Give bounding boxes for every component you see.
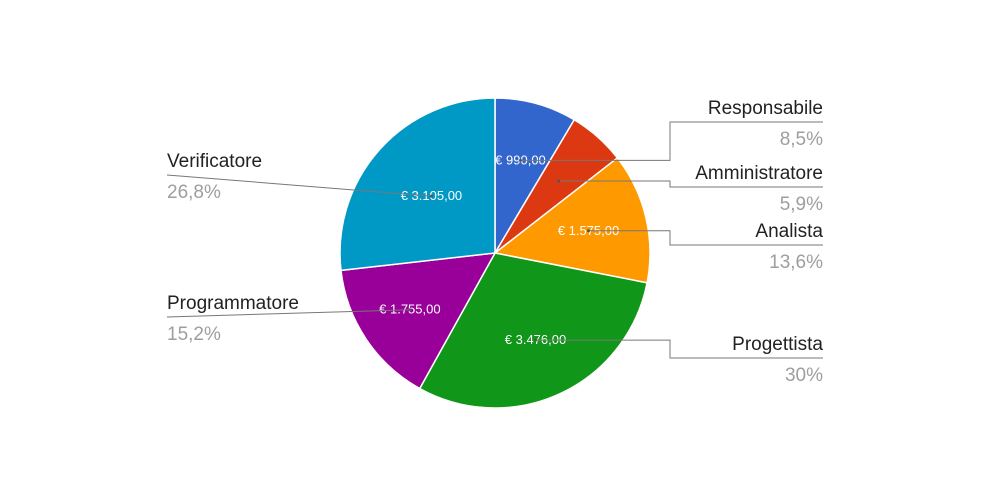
percent-label-analista: 13,6% — [769, 252, 823, 273]
leader-line-responsabile — [520, 121, 823, 161]
category-label-programmatore: Programmatore — [167, 293, 299, 314]
slices-layer — [339, 97, 651, 409]
pie-slice-programmatore — [340, 252, 497, 390]
pie-slice-progettista — [418, 252, 648, 409]
leader-dot-amministratore — [557, 179, 561, 183]
percent-label-responsabile: 8,5% — [780, 129, 823, 150]
leader-lines-layer — [166, 121, 823, 359]
pie-slice-responsabile — [494, 97, 576, 256]
category-label-verificatore: Verificatore — [167, 151, 262, 172]
category-label-progettista: Progettista — [732, 334, 823, 355]
leader-line-analista — [588, 230, 823, 246]
leader-line-progettista — [535, 339, 823, 359]
leader-line-verificatore — [166, 174, 432, 197]
leader-dot-programmatore — [408, 308, 412, 312]
category-label-analista: Analista — [755, 221, 823, 242]
percent-label-programmatore: 15,2% — [167, 324, 221, 345]
leader-dot-progettista — [533, 338, 537, 342]
category-label-responsabile: Responsabile — [708, 98, 823, 119]
category-label-amministratore: Amministratore — [695, 163, 823, 184]
pie-slice-verificatore — [339, 97, 496, 272]
leader-dot-analista — [586, 229, 590, 233]
percent-label-amministratore: 5,9% — [780, 194, 823, 215]
leader-line-programmatore — [166, 309, 410, 318]
percent-label-verificatore: 26,8% — [167, 182, 221, 203]
leader-line-amministratore — [558, 180, 823, 188]
percent-label-progettista: 30% — [785, 365, 823, 386]
leader-dot-responsabile — [518, 158, 522, 162]
category-labels-layer: Responsabile 8,5% Amministratore 5,9% Analis… — [167, 98, 823, 386]
leader-dot-verificatore — [429, 194, 433, 198]
pie-slice-analista — [493, 156, 651, 284]
